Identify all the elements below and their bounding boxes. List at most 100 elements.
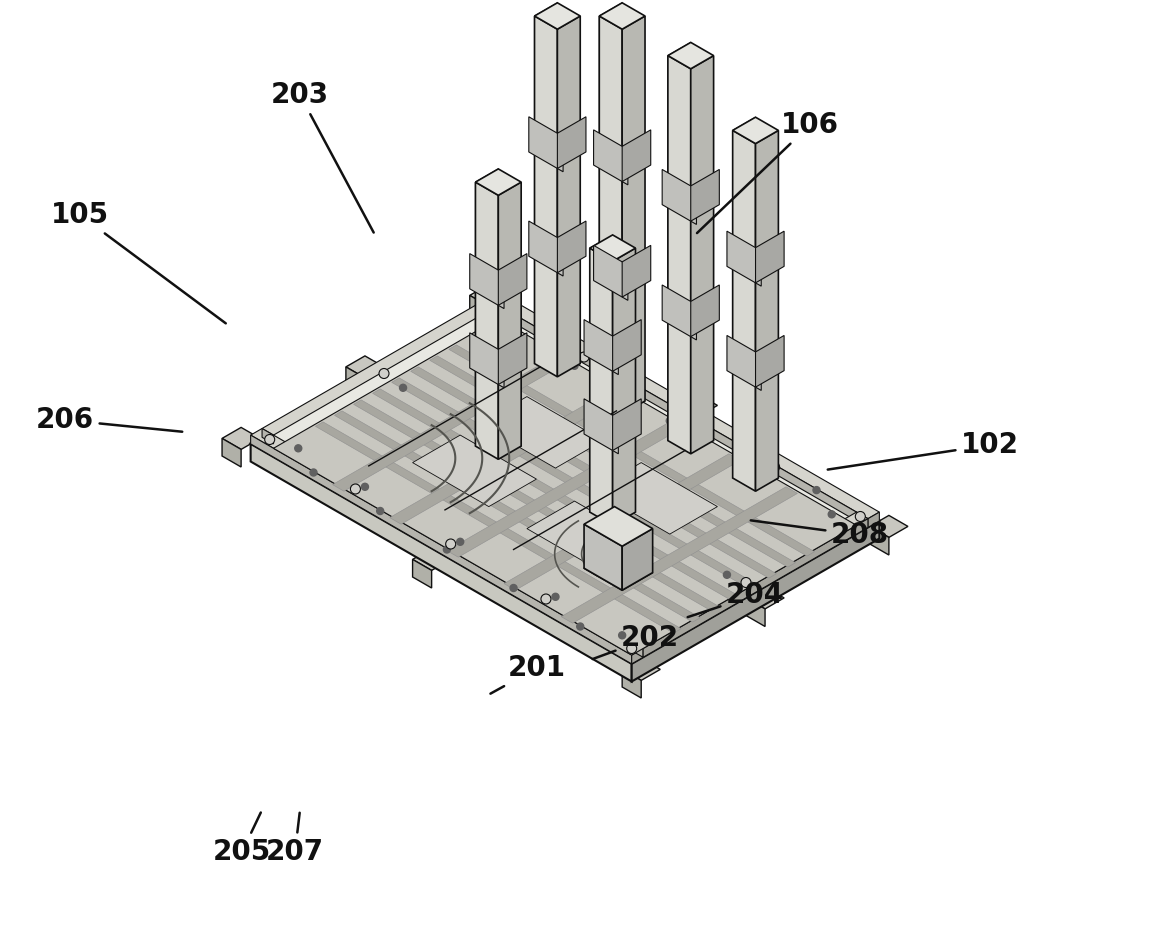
- Circle shape: [627, 644, 636, 654]
- Polygon shape: [747, 598, 765, 627]
- Polygon shape: [756, 336, 784, 387]
- Circle shape: [579, 352, 589, 362]
- Polygon shape: [222, 438, 241, 467]
- Polygon shape: [613, 248, 635, 525]
- Circle shape: [666, 418, 673, 424]
- Circle shape: [571, 363, 578, 369]
- Polygon shape: [584, 399, 619, 454]
- Polygon shape: [262, 429, 274, 444]
- Polygon shape: [733, 117, 778, 143]
- Text: 205: 205: [212, 813, 272, 866]
- Circle shape: [675, 407, 684, 417]
- Circle shape: [828, 511, 835, 518]
- Polygon shape: [756, 130, 778, 491]
- Polygon shape: [534, 3, 580, 29]
- Polygon shape: [274, 318, 857, 655]
- Polygon shape: [622, 658, 661, 681]
- Circle shape: [310, 469, 317, 476]
- Polygon shape: [557, 221, 586, 272]
- Circle shape: [376, 508, 383, 514]
- Polygon shape: [622, 528, 652, 591]
- Circle shape: [378, 368, 389, 379]
- Polygon shape: [412, 549, 450, 570]
- Polygon shape: [430, 356, 795, 567]
- Polygon shape: [599, 3, 622, 401]
- Polygon shape: [868, 512, 879, 527]
- Polygon shape: [470, 285, 507, 306]
- Polygon shape: [691, 56, 714, 454]
- Polygon shape: [632, 648, 643, 664]
- Polygon shape: [527, 501, 650, 573]
- Circle shape: [446, 539, 455, 549]
- Polygon shape: [590, 235, 635, 261]
- Polygon shape: [561, 486, 798, 623]
- Text: 203: 203: [271, 81, 374, 232]
- Polygon shape: [222, 428, 260, 449]
- Text: 204: 204: [687, 581, 784, 618]
- Text: 208: 208: [751, 521, 889, 549]
- Polygon shape: [668, 56, 691, 454]
- Polygon shape: [584, 551, 652, 591]
- Polygon shape: [593, 462, 717, 534]
- Polygon shape: [498, 182, 521, 459]
- Polygon shape: [691, 169, 720, 221]
- Polygon shape: [470, 296, 489, 324]
- Polygon shape: [447, 420, 683, 557]
- Circle shape: [265, 434, 275, 445]
- Polygon shape: [756, 232, 784, 283]
- Polygon shape: [504, 454, 741, 591]
- Text: 201: 201: [490, 654, 567, 694]
- Polygon shape: [251, 429, 643, 655]
- Polygon shape: [412, 560, 432, 588]
- Circle shape: [770, 462, 779, 472]
- Polygon shape: [622, 130, 650, 181]
- Polygon shape: [584, 320, 619, 375]
- Polygon shape: [534, 3, 557, 364]
- Circle shape: [547, 333, 554, 339]
- Polygon shape: [534, 16, 557, 377]
- Polygon shape: [449, 345, 815, 556]
- Circle shape: [456, 538, 463, 545]
- Polygon shape: [262, 299, 498, 435]
- Polygon shape: [727, 232, 762, 286]
- Polygon shape: [476, 169, 498, 446]
- Polygon shape: [316, 422, 682, 633]
- Text: 202: 202: [592, 624, 679, 659]
- Polygon shape: [470, 333, 504, 388]
- Polygon shape: [622, 670, 641, 698]
- Polygon shape: [353, 400, 720, 611]
- Circle shape: [813, 486, 820, 494]
- Circle shape: [577, 623, 584, 630]
- Circle shape: [361, 484, 368, 490]
- Polygon shape: [747, 587, 784, 609]
- Polygon shape: [622, 16, 646, 414]
- Polygon shape: [498, 254, 527, 305]
- Polygon shape: [251, 301, 879, 664]
- Circle shape: [723, 571, 730, 578]
- Circle shape: [551, 593, 558, 600]
- Polygon shape: [613, 399, 641, 450]
- Polygon shape: [679, 394, 717, 417]
- Polygon shape: [346, 356, 384, 378]
- Polygon shape: [498, 333, 527, 384]
- Circle shape: [493, 302, 504, 312]
- Polygon shape: [332, 355, 569, 491]
- Polygon shape: [470, 254, 504, 309]
- Polygon shape: [251, 444, 632, 682]
- Text: 206: 206: [36, 406, 182, 434]
- Polygon shape: [584, 525, 622, 591]
- Circle shape: [741, 578, 751, 588]
- Polygon shape: [334, 411, 700, 622]
- Polygon shape: [632, 521, 879, 682]
- Polygon shape: [390, 388, 626, 525]
- Circle shape: [679, 409, 686, 417]
- Circle shape: [747, 448, 753, 455]
- Polygon shape: [870, 515, 908, 538]
- Polygon shape: [632, 642, 643, 658]
- Polygon shape: [662, 169, 697, 224]
- Polygon shape: [476, 169, 521, 195]
- Polygon shape: [557, 117, 586, 168]
- Polygon shape: [411, 367, 777, 578]
- Polygon shape: [346, 367, 365, 395]
- Circle shape: [444, 546, 450, 553]
